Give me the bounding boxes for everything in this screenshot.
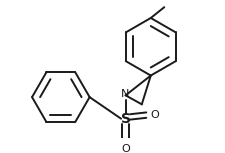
Text: S: S <box>120 112 130 126</box>
Text: N: N <box>120 89 128 99</box>
Text: O: O <box>121 144 129 153</box>
Text: O: O <box>149 110 158 120</box>
